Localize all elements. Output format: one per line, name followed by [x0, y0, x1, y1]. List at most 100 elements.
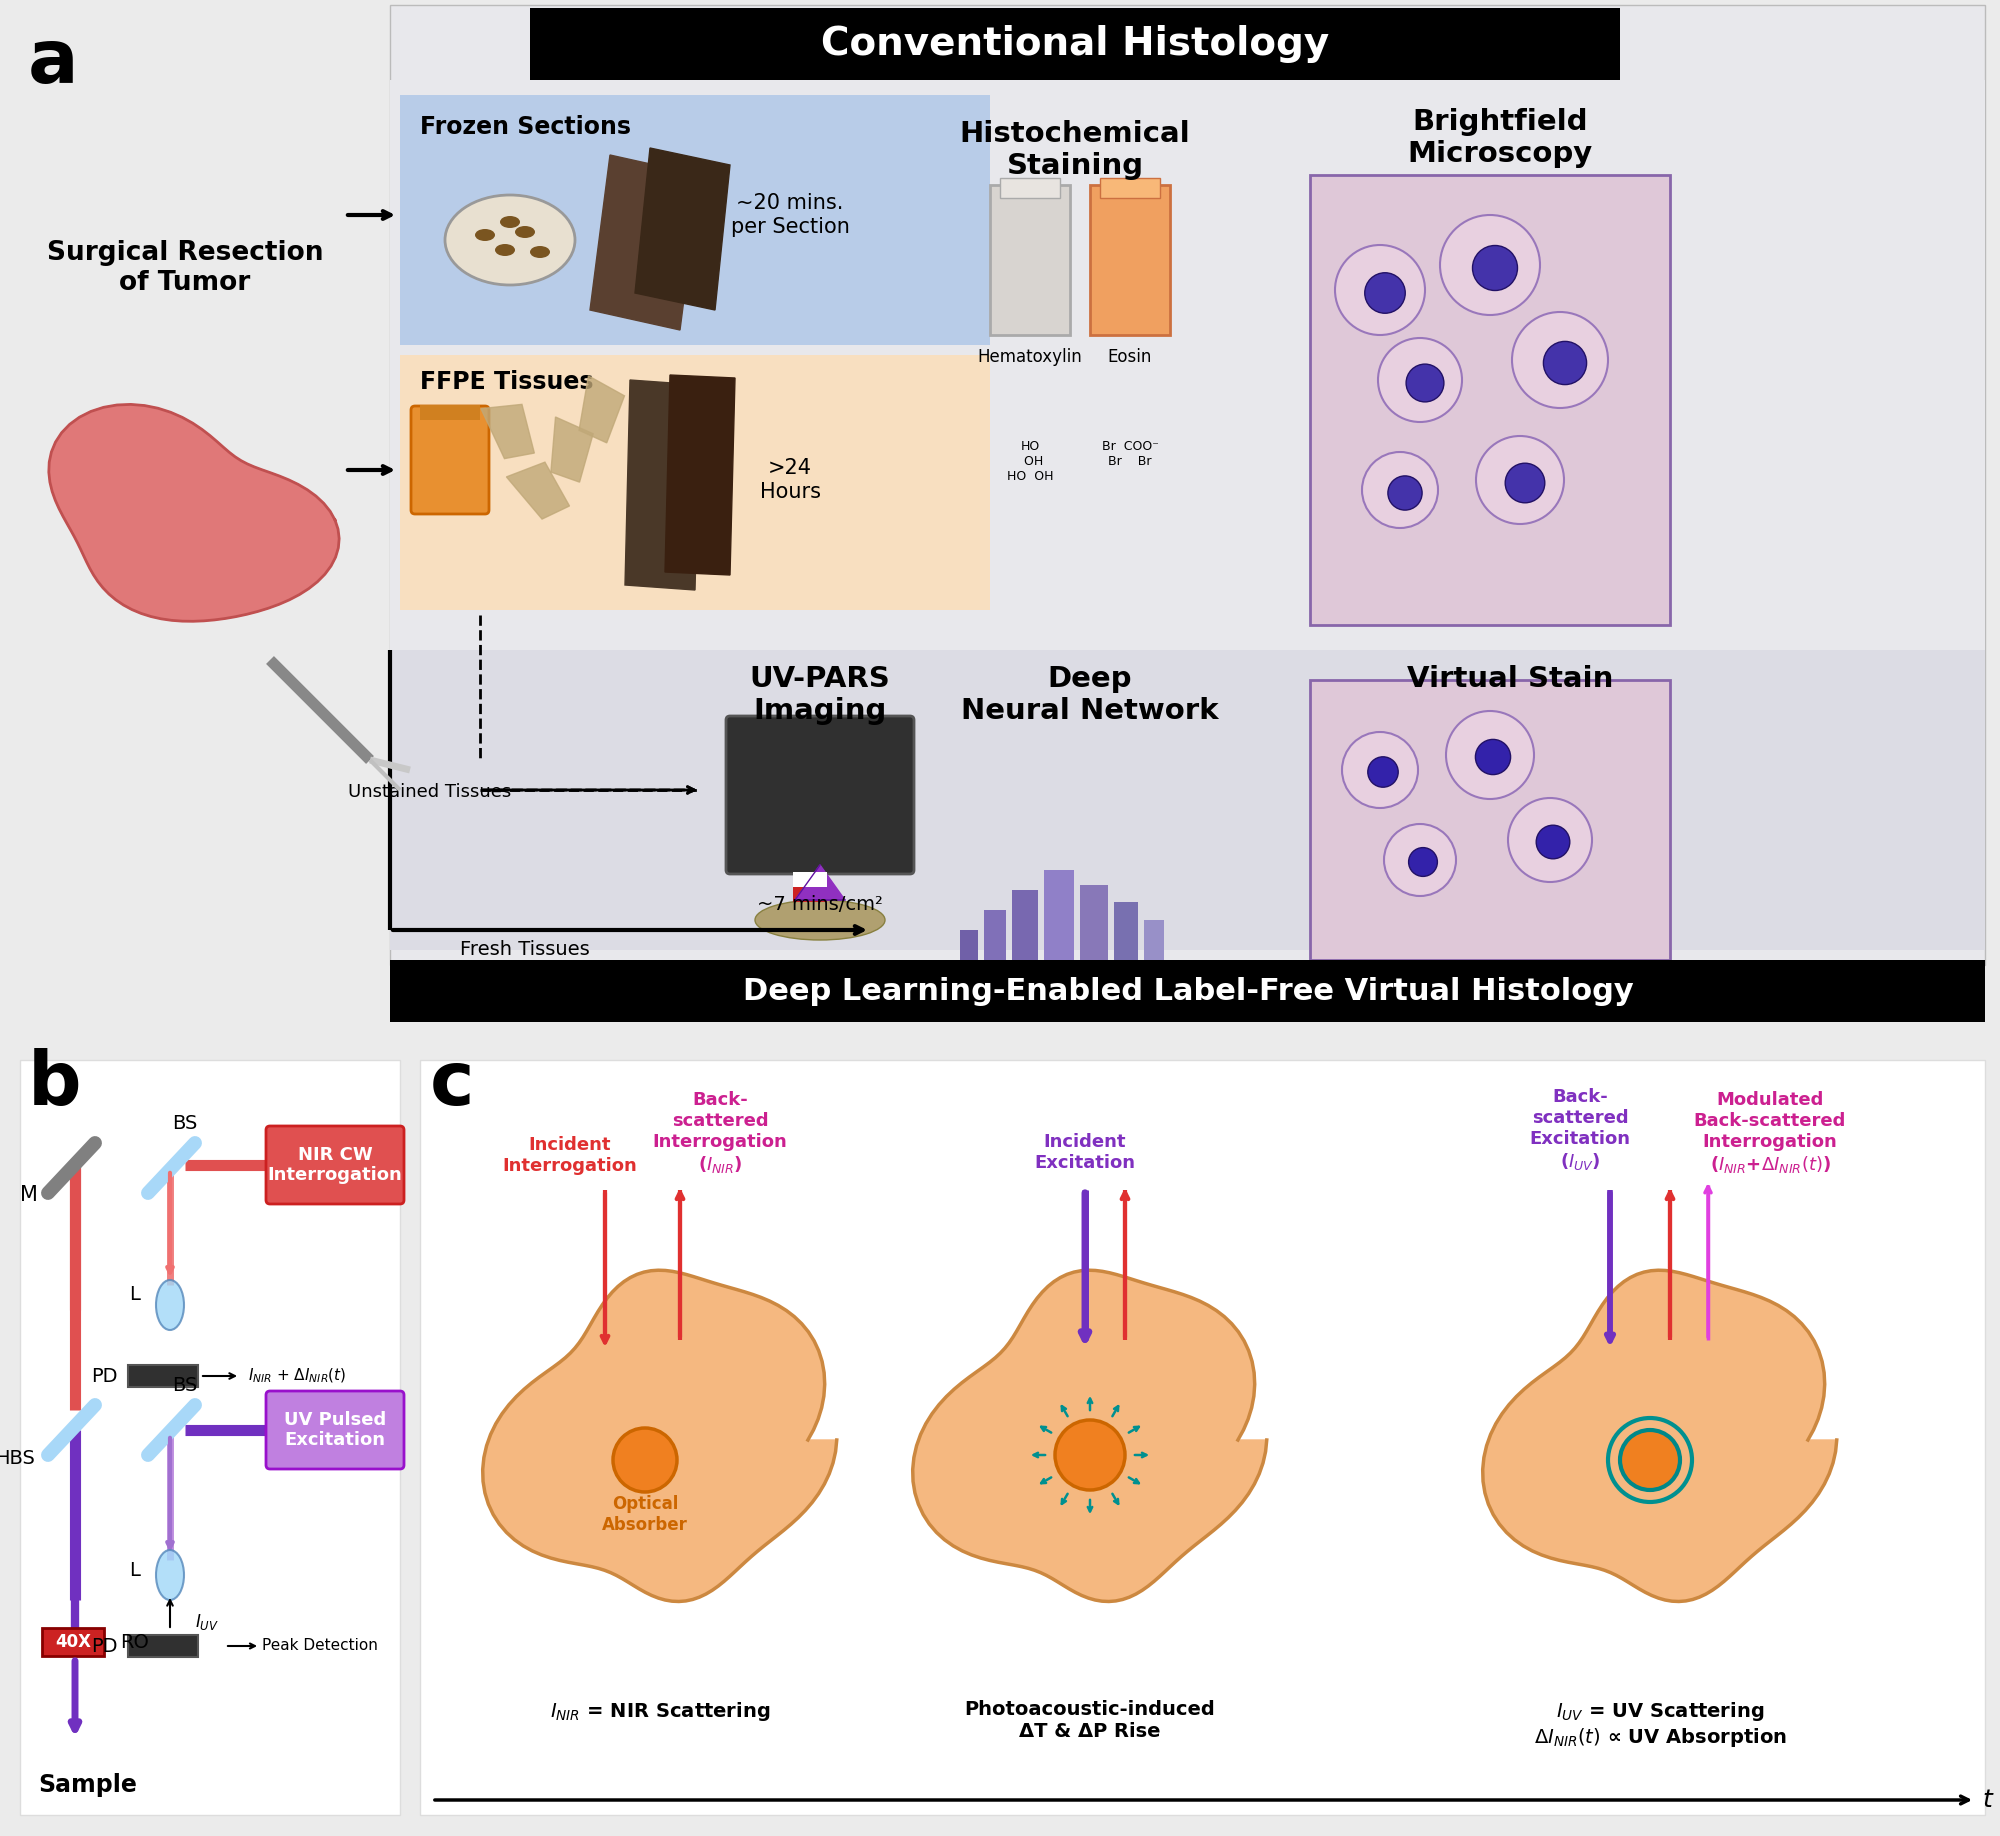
Text: b: b [28, 1048, 82, 1122]
Bar [128, 1364, 198, 1386]
Text: HO
  OH
HO  OH: HO OH HO OH [1006, 441, 1054, 483]
Bar [792, 872, 828, 901]
Text: Modulated
Back-scattered
Interrogation
($I_{NIR}$+$ΔI_{NIR}(t)$): Modulated Back-scattered Interrogation (… [1694, 1091, 1846, 1175]
Text: Back-
scattered
Excitation
($I_{UV}$): Back- scattered Excitation ($I_{UV}$) [1530, 1089, 1630, 1171]
Circle shape [1476, 740, 1510, 775]
Text: Deep Learning-Enabled Label-Free Virtual Histology: Deep Learning-Enabled Label-Free Virtual… [742, 977, 1634, 1006]
Circle shape [1446, 711, 1534, 799]
FancyBboxPatch shape [412, 406, 488, 514]
Ellipse shape [756, 900, 884, 940]
Circle shape [1408, 848, 1438, 876]
Bar [390, 6, 1984, 966]
Circle shape [1342, 733, 1418, 808]
Bar [990, 185, 1070, 334]
Circle shape [1620, 1430, 1680, 1491]
Polygon shape [624, 380, 700, 589]
Circle shape [1512, 312, 1608, 408]
Circle shape [1388, 476, 1422, 510]
Text: Incident
Interrogation: Incident Interrogation [502, 1136, 638, 1175]
Bar [128, 1636, 198, 1658]
Text: L: L [130, 1285, 140, 1305]
Polygon shape [1482, 1271, 1836, 1601]
Text: c: c [430, 1048, 474, 1122]
Text: ~7 mins/cm²: ~7 mins/cm² [758, 896, 882, 914]
Bar [530, 7, 1620, 81]
Bar [1080, 885, 1108, 990]
Text: Br  COO⁻
Br    Br: Br COO⁻ Br Br [1102, 441, 1158, 468]
Circle shape [1508, 799, 1592, 881]
Bar [20, 1059, 400, 1816]
Polygon shape [796, 865, 844, 900]
Polygon shape [48, 404, 340, 621]
Text: Incident
Excitation: Incident Excitation [1034, 1133, 1136, 1171]
Bar [390, 960, 1984, 1023]
Circle shape [1336, 244, 1424, 334]
Text: Peak Detection: Peak Detection [262, 1638, 378, 1654]
Circle shape [1406, 364, 1444, 402]
Text: Sample: Sample [38, 1774, 136, 1797]
Ellipse shape [496, 244, 516, 255]
Text: Surgical Resection
of Tumor: Surgical Resection of Tumor [46, 241, 324, 296]
Ellipse shape [156, 1280, 184, 1329]
Text: $I_{NIR}$ = NIR Scattering: $I_{NIR}$ = NIR Scattering [550, 1700, 770, 1722]
Bar [1100, 178, 1160, 198]
FancyBboxPatch shape [266, 1392, 404, 1469]
Bar [1000, 178, 1060, 198]
Text: Optical
Absorber: Optical Absorber [602, 1495, 688, 1533]
Bar [400, 354, 990, 610]
Text: UV Pulsed
Excitation: UV Pulsed Excitation [284, 1410, 386, 1449]
Ellipse shape [156, 1550, 184, 1599]
Text: Histochemical
Staining: Histochemical Staining [960, 119, 1190, 180]
Polygon shape [506, 463, 570, 520]
Polygon shape [664, 375, 736, 575]
Text: $I_{NIR}$ + $\Delta I_{NIR}(t)$: $I_{NIR}$ + $\Delta I_{NIR}(t)$ [248, 1366, 346, 1384]
Text: Photoacoustic-induced
ΔT & ΔP Rise: Photoacoustic-induced ΔT & ΔP Rise [964, 1700, 1216, 1741]
FancyBboxPatch shape [266, 1125, 404, 1204]
Circle shape [1440, 215, 1540, 316]
Circle shape [1544, 341, 1586, 384]
Text: UV-PARS
Imaging: UV-PARS Imaging [750, 665, 890, 725]
Circle shape [612, 1428, 676, 1493]
Bar [390, 650, 1984, 949]
Text: $I_{UV}$: $I_{UV}$ [196, 1612, 220, 1632]
Circle shape [1472, 246, 1518, 290]
Ellipse shape [476, 230, 496, 241]
Circle shape [1476, 435, 1564, 523]
Text: BS: BS [172, 1114, 198, 1133]
Ellipse shape [516, 226, 536, 239]
Bar [1310, 679, 1670, 960]
Circle shape [1056, 1419, 1124, 1491]
Bar [1044, 870, 1074, 990]
Polygon shape [482, 1271, 836, 1601]
Polygon shape [550, 417, 594, 483]
Circle shape [1506, 463, 1544, 503]
Text: Eosin: Eosin [1108, 349, 1152, 365]
Circle shape [1362, 452, 1438, 529]
Polygon shape [636, 149, 730, 310]
Circle shape [1378, 338, 1462, 422]
Polygon shape [480, 404, 534, 459]
Text: RO: RO [120, 1632, 148, 1652]
FancyBboxPatch shape [726, 716, 914, 874]
Polygon shape [590, 154, 700, 330]
Text: FFPE Tissues: FFPE Tissues [420, 371, 594, 395]
Ellipse shape [500, 217, 520, 228]
Circle shape [1364, 274, 1406, 314]
Bar [1114, 901, 1138, 990]
Text: Frozen Sections: Frozen Sections [420, 116, 632, 140]
Ellipse shape [444, 195, 576, 285]
Text: Back-
scattered
Interrogation
($I_{NIR}$): Back- scattered Interrogation ($I_{NIR}$… [652, 1091, 788, 1175]
Text: Conventional Histology: Conventional Histology [820, 26, 1330, 62]
Text: Brightfield
Microscopy: Brightfield Microscopy [1408, 108, 1592, 169]
Text: Fresh Tissues: Fresh Tissues [460, 940, 590, 958]
Text: BS: BS [172, 1375, 198, 1395]
Text: Unstained Tissues: Unstained Tissues [348, 782, 512, 800]
Text: ~20 mins.
per Section: ~20 mins. per Section [730, 193, 850, 237]
Circle shape [1368, 756, 1398, 788]
Polygon shape [580, 376, 624, 442]
Polygon shape [912, 1271, 1266, 1601]
Bar [42, 1629, 104, 1656]
Circle shape [1536, 824, 1570, 859]
Text: 40X: 40X [56, 1632, 92, 1651]
Bar [1144, 920, 1164, 990]
